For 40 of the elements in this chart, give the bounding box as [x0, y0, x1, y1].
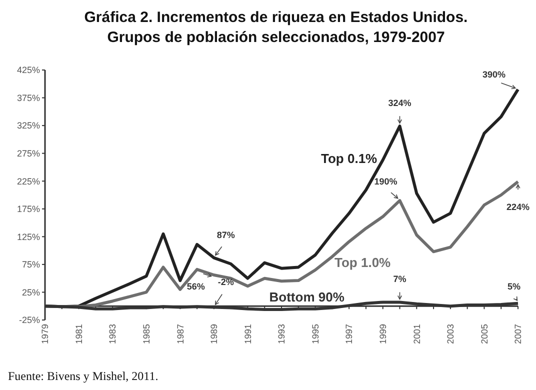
annotation: 5%: [507, 281, 521, 292]
x-tick-label: 2005: [479, 324, 490, 344]
x-tick-label: 1987: [175, 324, 186, 344]
annotation: 190%: [374, 176, 398, 187]
y-tick-label: 275%: [16, 148, 40, 158]
y-tick-label: 225%: [16, 176, 40, 186]
annotation: -2%: [218, 277, 234, 288]
x-tick-label: 1993: [276, 324, 287, 344]
y-tick-label: 375%: [16, 92, 40, 103]
annotation: 324%: [388, 98, 412, 108]
x-tick-label: 1985: [142, 324, 152, 344]
annotation: 224%: [506, 202, 530, 212]
x-tick-label: 1989: [209, 324, 220, 344]
annotation: 7%: [393, 274, 406, 284]
y-tick-label: 425%: [16, 65, 40, 76]
source-note: Fuente: Bivens y Mishel, 2011.: [8, 369, 158, 383]
annotation: 87%: [216, 230, 235, 240]
x-tick-label: 1997: [344, 324, 354, 344]
x-tick-label: 1983: [108, 324, 118, 344]
x-tick-label: 1979: [40, 324, 50, 344]
y-tick-label: 175%: [16, 204, 40, 214]
annotation: 390%: [482, 69, 506, 80]
x-tick-label: 2001: [412, 324, 422, 344]
series-label: Top 0.1%: [321, 150, 378, 166]
x-tick-label: 2003: [446, 324, 456, 344]
x-tick-label: 1981: [74, 324, 84, 344]
x-tick-label: 1995: [310, 324, 320, 344]
series-label: Top 1.0%: [334, 255, 392, 270]
chart-title: Gráfica 2. Incrementos de riqueza en Estados Unidos.: [84, 9, 468, 26]
annotation: 56%: [186, 281, 205, 292]
y-tick-label: -25%: [18, 315, 40, 326]
y-tick-label: 325%: [16, 120, 40, 131]
x-tick-label: 2007: [513, 324, 524, 344]
series-label: Bottom 90%: [269, 290, 345, 305]
y-tick-label: 75%: [22, 260, 40, 270]
x-tick-label: 1999: [378, 324, 388, 344]
chart-subtitle: Grupos de población seleccionados, 1979-2007: [107, 29, 445, 46]
y-tick-label: 25%: [22, 287, 40, 298]
y-tick-label: 125%: [16, 232, 40, 242]
x-tick-label: 1991: [242, 324, 253, 344]
